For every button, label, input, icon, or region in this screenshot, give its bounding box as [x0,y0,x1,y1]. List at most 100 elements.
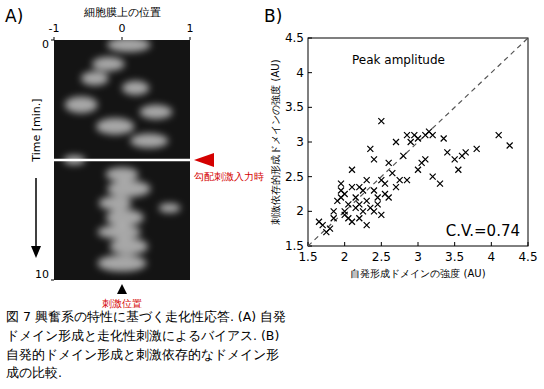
data-point [507,142,513,148]
data-point [496,132,502,138]
time-arrow-head [31,246,41,258]
data-point [422,156,428,162]
x-tick-label: 3.5 [445,250,464,264]
data-point [356,184,362,190]
marker-x [397,177,403,183]
x-tick-label: 0 [119,22,126,35]
marker-x [422,156,428,162]
data-point [393,184,399,190]
x-tick-label: 2 [341,250,349,264]
marker-x [375,201,381,207]
data-point [371,188,377,194]
kymograph-texture [64,40,181,272]
panel-letter: A) [5,6,23,26]
data-point [331,215,337,221]
marker-x [378,118,384,124]
data-point [356,215,362,221]
annotation: 刺激位置 [102,298,142,309]
data-point [389,170,395,176]
x-tick [122,37,123,40]
marker-x [349,184,355,190]
data-point [375,194,381,200]
data-point [393,139,399,145]
y-tick-label: 10 [35,268,49,281]
marker-x [349,219,355,225]
texture-blob [130,134,168,148]
kymograph-background [54,40,190,280]
marker-x [356,215,362,221]
data-point [452,156,458,162]
data-point [430,132,436,138]
marker-x [382,181,388,187]
data-point [375,201,381,207]
data-point [400,153,406,159]
marker-x [386,194,392,200]
marker-x [415,136,421,142]
panel-letter: B) [264,6,282,26]
y-tick-label: 1.5 [285,239,304,253]
identity-line [308,38,528,246]
data-point [349,219,355,225]
marker-x [408,139,414,145]
marker-x [360,208,366,214]
y-tick-label: 0 [42,38,49,51]
texture-blob [107,180,151,197]
texture-blob [98,255,147,272]
y-tick [308,38,312,39]
marker-x [331,215,337,221]
marker-x [349,167,355,173]
x-tick-label: -1 [49,22,60,35]
marker-x [364,198,370,204]
x-tick [344,242,345,246]
marker-x [430,174,436,180]
data-point [474,146,480,152]
texture-blob [96,118,134,135]
plot-area [308,38,528,246]
y-tick [308,72,312,73]
x-tick-label: 4.5 [518,250,537,264]
texture-blob [81,71,108,85]
texture-blob [140,105,173,119]
data-point [430,174,436,180]
data-point [404,177,410,183]
data-point [404,132,410,138]
marker-x [393,184,399,190]
marker-x [353,194,359,200]
data-point [437,181,443,187]
marker-x [375,194,381,200]
data-point [378,118,384,124]
data-point [367,146,373,152]
x-tick-label: 3 [414,250,422,264]
texture-blob [159,203,181,213]
data-point [349,184,355,190]
data-point [382,181,388,187]
texture-blob [107,40,151,52]
x-tick [381,242,382,246]
y-tick [51,40,54,41]
stimulus-position-marker [117,284,127,294]
texture-blob [122,81,149,95]
data-point [386,160,392,166]
plot-frame [308,38,528,246]
data-point [371,208,377,214]
marker-x [364,222,370,228]
y-tick-label: 3.5 [285,100,304,114]
y-tick [308,107,312,108]
data-point [455,167,461,173]
marker-x [320,222,326,228]
marker-x [386,160,392,166]
data-point [463,149,469,155]
data-point [345,201,351,207]
data-point [408,139,414,145]
texture-blob [65,96,98,113]
marker-x [345,201,351,207]
stimulus-time-line [54,159,190,162]
data-point [364,198,370,204]
marker-x [455,167,461,173]
data-point [356,201,362,207]
data-point [441,136,447,142]
texture-blob [99,196,132,210]
texture-blob [106,167,139,181]
x-tick [418,242,419,246]
data-point [327,226,333,232]
